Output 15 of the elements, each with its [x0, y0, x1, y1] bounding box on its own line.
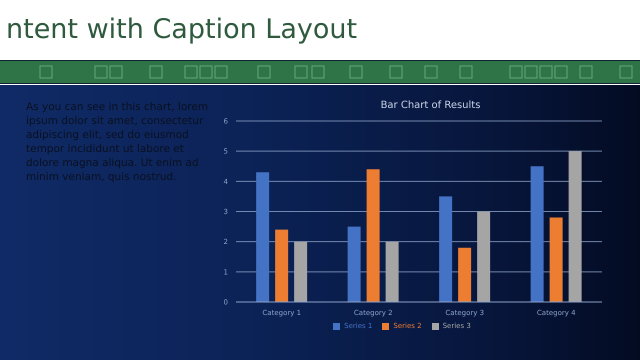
text: ntent with Caption Layout — [6, 14, 358, 45]
bar — [568, 151, 582, 302]
bar — [366, 169, 380, 302]
bar — [275, 230, 288, 302]
bar — [477, 212, 490, 302]
bar — [256, 172, 270, 302]
bar — [458, 248, 472, 302]
text: As you can see in this chart, lorem ipsum dolor sit amet, consectetur adipiscing elit, sed do eiusmod tempor incididunt ut labore et dolore magna aliqua. Ut enim ad minim veniam, quis nostrud. — [26, 100, 210, 184]
bar — [348, 226, 361, 302]
bar — [439, 196, 452, 302]
bar — [294, 242, 308, 302]
chart-title: Bar Chart of Results — [380, 100, 482, 111]
bar — [386, 242, 399, 302]
bar — [530, 166, 544, 302]
bar — [550, 218, 563, 302]
